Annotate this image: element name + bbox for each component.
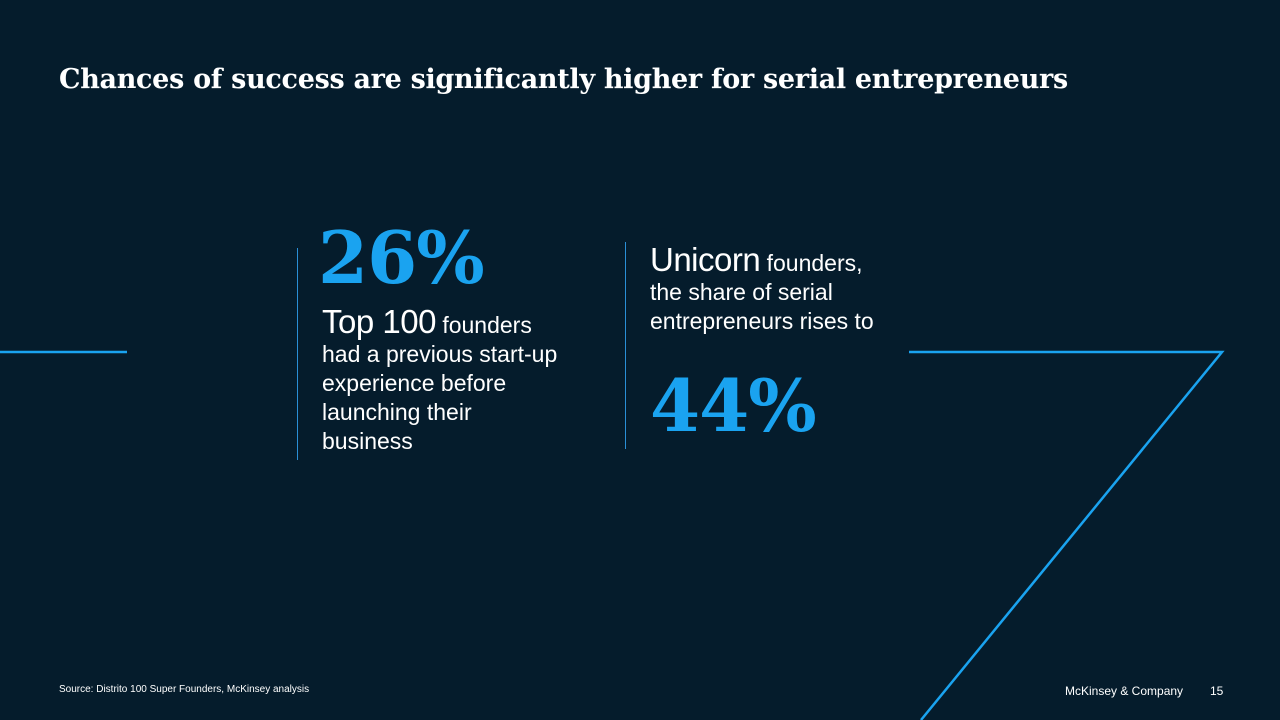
stat-right-lead: Unicorn <box>650 241 761 278</box>
stat-right-divider <box>625 242 626 449</box>
stat-right-value: 44% <box>650 363 817 448</box>
stat-left-lead-rest: founders <box>442 312 532 338</box>
stat-right-lead-line: Unicorn founders, <box>650 243 874 278</box>
stat-left-value: 26% <box>318 215 485 300</box>
brand-name: McKinsey & Company <box>1065 684 1184 698</box>
slide-title: Chances of success are significantly hig… <box>59 64 1068 95</box>
stat-right-description: Unicorn founders, the share of serial en… <box>650 243 874 336</box>
page-number: 15 <box>1210 684 1224 698</box>
stat-right-line: entrepreneurs rises to <box>650 308 874 334</box>
stat-left-divider <box>297 248 298 460</box>
stat-left-description: Top 100 founders had a previous start-up… <box>322 305 558 456</box>
stat-left-lead-line: Top 100 founders <box>322 305 557 340</box>
stat-right-lead-rest: founders, <box>766 250 863 276</box>
stat-left-line: launching their <box>322 399 472 425</box>
source-note: Source: Distrito 100 Super Founders, McK… <box>59 684 310 695</box>
stat-right-line: the share of serial <box>650 279 833 305</box>
seven-shape-line <box>909 350 1225 720</box>
stat-left-lead: Top 100 <box>322 303 436 340</box>
stat-left-line: business <box>322 428 413 454</box>
stat-left-line: had a previous start-up <box>322 341 558 367</box>
stat-left-line: experience before <box>322 370 507 396</box>
